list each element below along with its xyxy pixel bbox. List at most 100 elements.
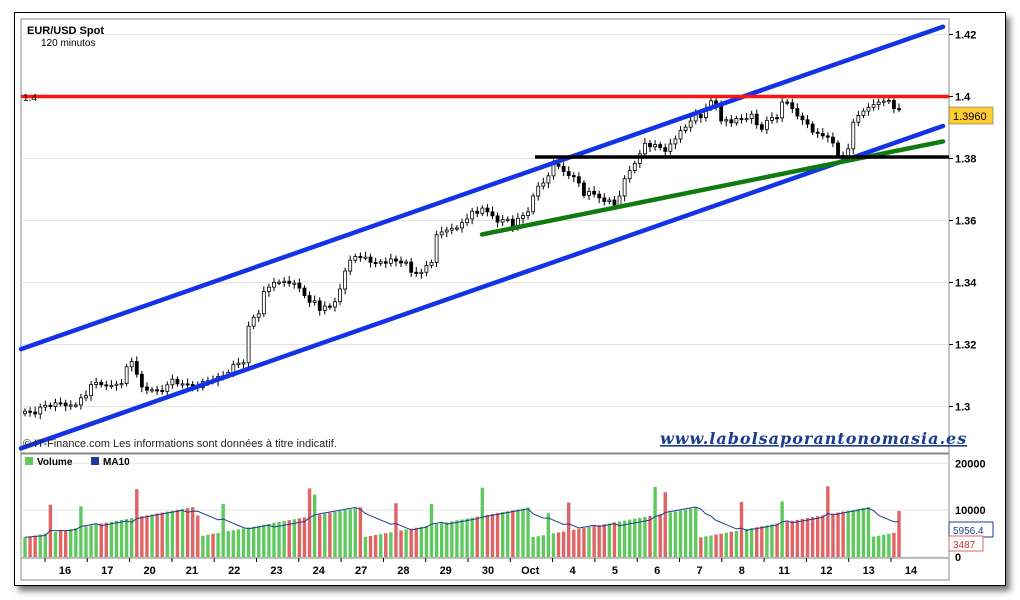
ma10-line-group <box>24 506 899 538</box>
candle-body <box>475 210 480 214</box>
candle-body <box>805 119 810 125</box>
candle-body <box>378 261 383 264</box>
volume-bars <box>21 462 949 558</box>
candle-body <box>424 265 429 273</box>
time-tick-label: 5 <box>612 565 618 577</box>
volume-bar <box>69 529 73 557</box>
candle-body <box>698 114 703 118</box>
time-tick-label: 22 <box>228 565 240 577</box>
candle-body <box>831 136 835 144</box>
candle-body <box>846 148 851 157</box>
volume-bar <box>419 526 424 557</box>
volume-bar <box>58 530 63 557</box>
candle-body <box>592 190 597 195</box>
candle-body <box>104 384 109 387</box>
candle-body <box>99 381 104 386</box>
volume-bar <box>729 531 734 557</box>
candle-body <box>561 165 566 172</box>
candle-body <box>754 113 759 126</box>
volume-bar <box>638 517 642 557</box>
candle-body <box>348 259 353 272</box>
time-tick-label: 14 <box>905 565 918 577</box>
candle-body <box>338 288 342 303</box>
price-tick-label: 1.36 <box>955 216 976 228</box>
volume-bar <box>338 510 342 557</box>
volume-bar <box>246 527 251 557</box>
candle-body <box>582 182 586 196</box>
volume-bar <box>145 515 149 557</box>
candle-body <box>439 231 444 236</box>
candle-body <box>33 411 38 415</box>
ma10-line <box>24 506 899 538</box>
watermark-text: www.labolsaporantonomasia.es <box>660 429 967 448</box>
price-tick-label: 1.3 <box>955 402 970 414</box>
chart-canvas: 1.3 1.32 1.34 1.36 1.38 1.4 1.42 0 10000 20000 1… <box>18 18 994 581</box>
volume-bar <box>592 526 596 557</box>
candle-body <box>815 131 820 134</box>
candle-body <box>653 144 657 148</box>
trend-lines <box>18 24 949 451</box>
candle-body <box>871 104 876 108</box>
time-tick-label: 12 <box>820 565 832 577</box>
candle-body <box>836 142 840 156</box>
volume-bar <box>251 526 256 557</box>
candle-body <box>139 373 144 388</box>
volume-bar <box>795 519 800 557</box>
volume-bar <box>84 526 88 557</box>
chart-frame: 1.3 1.32 1.34 1.36 1.38 1.4 1.42 0 10000 20000 1… <box>14 12 1006 586</box>
volume-bar <box>688 508 693 557</box>
volume-bar <box>683 509 688 557</box>
volume-legend-label: Volume <box>37 457 73 468</box>
candle-body <box>353 256 358 261</box>
candle-body <box>876 101 881 105</box>
volume-bar <box>99 523 103 557</box>
volume-bar <box>439 523 444 557</box>
candle-body <box>607 199 612 202</box>
volume-bar <box>124 519 129 557</box>
candle-body <box>861 110 866 116</box>
volume-bar <box>262 524 266 557</box>
volume-bar <box>485 514 490 557</box>
candle-body <box>444 229 449 233</box>
volume-bar <box>709 535 713 557</box>
candle-body <box>388 258 393 264</box>
candle-body <box>333 301 337 308</box>
candle-body <box>343 270 348 290</box>
volume-bar <box>805 518 810 557</box>
time-tick-label: 8 <box>739 565 745 577</box>
volume-bar <box>673 511 678 557</box>
candle-body <box>277 281 281 284</box>
candle-body <box>124 366 129 384</box>
volume-bar <box>241 528 246 557</box>
time-tick-label: 21 <box>186 565 198 577</box>
candle-body <box>312 300 317 303</box>
volume-bar <box>236 529 241 557</box>
volume-bar <box>495 513 500 557</box>
candle-body <box>292 282 297 285</box>
candle-body <box>764 119 769 130</box>
time-tick-label: 24 <box>313 565 326 577</box>
candle-body <box>134 361 139 375</box>
volume-bar <box>328 512 332 557</box>
candle-body <box>643 142 647 155</box>
candle-body <box>627 170 632 180</box>
candle-body <box>881 100 886 103</box>
volume-bar <box>516 509 520 557</box>
time-tick-label: 30 <box>482 565 494 577</box>
volume-bar <box>856 508 861 557</box>
candle-body <box>632 163 637 171</box>
volume-bar <box>470 517 474 557</box>
volume-bar <box>429 503 434 557</box>
volume-bar <box>734 530 739 557</box>
resistance-label: 1.4 <box>23 93 37 104</box>
candle-body <box>129 361 134 368</box>
candle-body <box>73 404 78 407</box>
candle-body <box>729 119 734 124</box>
candle-body <box>810 123 815 133</box>
volume-bar <box>206 534 210 557</box>
candle-body <box>495 215 500 223</box>
time-tick-label: 7 <box>696 565 702 577</box>
volume-bar <box>150 514 154 557</box>
volume-bar <box>282 521 286 557</box>
candle-body <box>307 295 312 303</box>
